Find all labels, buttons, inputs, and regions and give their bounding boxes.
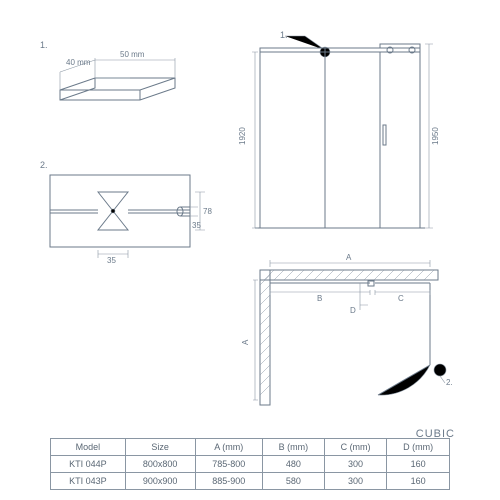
col-b: B (mm) bbox=[263, 439, 325, 456]
elevation-view: 1. 1920 1950 bbox=[238, 30, 440, 228]
dimensions-table: Model Size A (mm) B (mm) C (mm) D (mm) K… bbox=[50, 438, 450, 490]
detail-1: 1. 40 mm 50 mm bbox=[40, 40, 175, 100]
detail-1-dim-left: 40 mm bbox=[66, 58, 91, 67]
plan-dim-B: B bbox=[317, 294, 322, 303]
detail-2: 2. 78 35 35 bbox=[40, 160, 212, 265]
technical-drawing-sheet: 1. 40 mm 50 mm 2. 78 35 35 bbox=[40, 30, 460, 470]
plan-dim-C: C bbox=[398, 294, 404, 303]
detail-2-dim-h1: 78 bbox=[203, 207, 212, 216]
plan-view: A A bbox=[241, 253, 453, 405]
plan-dim-A-left: A bbox=[241, 339, 250, 345]
table-row: KTI 044P 800x800 785-800 480 300 160 bbox=[51, 456, 450, 473]
elevation-callout: 1. bbox=[280, 30, 288, 40]
col-c: C (mm) bbox=[324, 439, 387, 456]
detail-1-label: 1. bbox=[40, 40, 48, 50]
dimensions-table-wrap: Model Size A (mm) B (mm) C (mm) D (mm) K… bbox=[50, 438, 450, 490]
elevation-height-right: 1950 bbox=[431, 127, 440, 145]
elevation-height-left: 1920 bbox=[238, 127, 247, 145]
table-row: KTI 043P 900x900 885-900 580 300 160 bbox=[51, 473, 450, 490]
detail-2-dim-w: 35 bbox=[107, 256, 116, 265]
drawing-svg: 1. 40 mm 50 mm 2. 78 35 35 bbox=[40, 30, 460, 430]
detail-1-dim-right: 50 mm bbox=[120, 50, 145, 59]
plan-callout: 2. bbox=[446, 378, 453, 387]
col-model: Model bbox=[51, 439, 126, 456]
col-a: A (mm) bbox=[195, 439, 262, 456]
col-size: Size bbox=[125, 439, 195, 456]
col-d: D (mm) bbox=[387, 439, 450, 456]
plan-dim-A-top: A bbox=[346, 253, 352, 262]
plan-dim-D: D bbox=[350, 306, 356, 315]
table-header-row: Model Size A (mm) B (mm) C (mm) D (mm) bbox=[51, 439, 450, 456]
detail-2-dim-h2: 35 bbox=[192, 221, 201, 230]
detail-2-label: 2. bbox=[40, 160, 48, 170]
